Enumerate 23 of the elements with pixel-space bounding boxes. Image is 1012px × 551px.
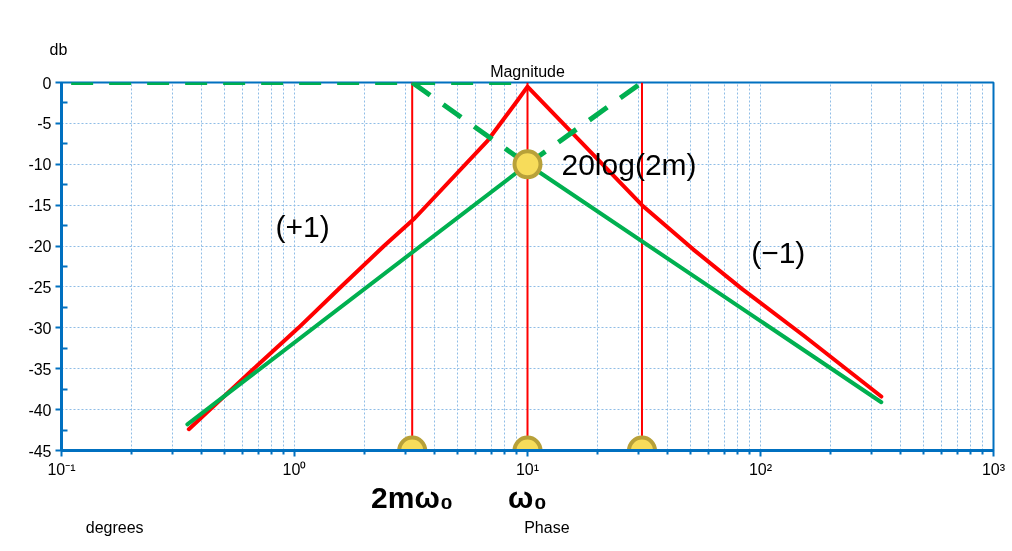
x-tick-label: 10⁻¹ (47, 460, 76, 478)
x-tick-label: 10⁰ (282, 460, 307, 478)
text: degrees (85, 518, 144, 536)
y-tick-label: -45 (28, 442, 52, 460)
y-axis-title: db (49, 40, 68, 58)
y-tick-label: -10 (28, 156, 52, 174)
ref-line-label: 2mω₀ (371, 480, 454, 514)
ref-line-label: ω₀ (508, 480, 547, 514)
y-tick-label: -35 (28, 360, 52, 378)
y-tick-label: -5 (37, 115, 52, 133)
annotation: (+1) (275, 209, 330, 243)
y-tick-label: -40 (28, 401, 52, 419)
text: Phase (524, 518, 570, 536)
annotation: (−1) (751, 235, 806, 269)
x-tick-label: 10² (748, 460, 773, 478)
x-tick-label: 10¹ (515, 460, 540, 478)
chart-title: Magnitude (490, 62, 565, 80)
y-tick-label: -20 (28, 238, 52, 256)
y-tick-label: -30 (28, 319, 52, 337)
y-tick-label: -25 (28, 278, 52, 296)
x-tick-label: 10³ (981, 460, 1006, 478)
y-tick-label: 0 (42, 74, 52, 92)
y-tick-label: -15 (28, 197, 52, 215)
